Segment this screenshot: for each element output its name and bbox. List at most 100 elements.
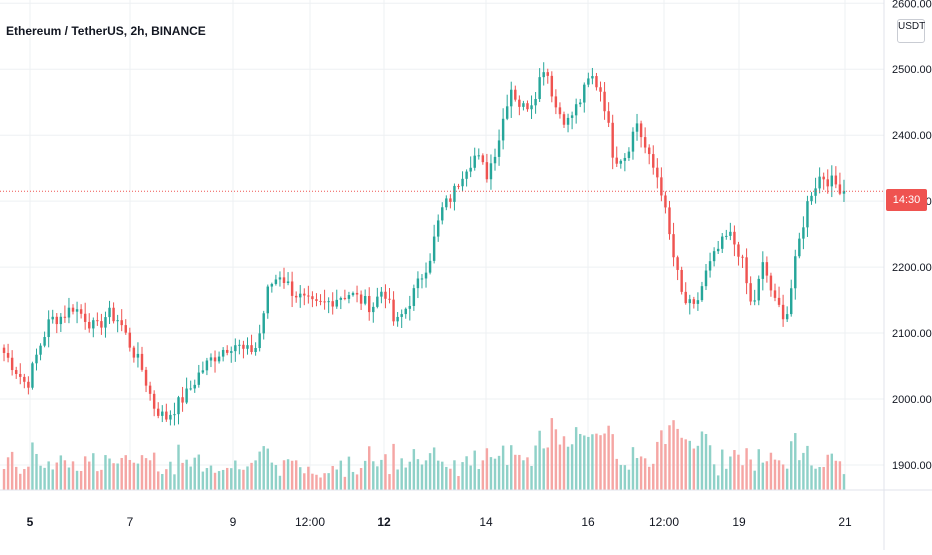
volume-bar [359,468,363,490]
volume-bar [802,452,805,490]
candle-body [185,388,188,403]
volume-bar [631,447,635,490]
candle-body [716,248,720,252]
candle-body [67,307,71,318]
volume-bar [39,465,42,490]
candle-body [627,151,631,158]
candle-body [225,349,229,353]
volume-bar [725,468,728,490]
candle-body [607,111,610,123]
candle-body [436,220,440,237]
volume-bar [526,457,529,490]
candle-body [136,353,140,358]
candle-body [834,175,838,185]
volume-bar [388,474,391,490]
volume-bar [745,448,748,490]
candle-body [71,307,75,312]
volume-bar [303,473,306,490]
volume-bar [639,456,643,490]
volume-bar [424,460,428,490]
candle-body [258,333,261,349]
candle-body [733,231,736,245]
volume-bar [538,430,541,490]
currency-badge[interactable]: USDT [897,19,925,43]
volume-bar [838,461,842,490]
volume-bar [225,467,229,490]
volume-bar [51,469,54,490]
volume-bar [242,469,245,490]
candle-body [392,299,395,322]
time-tick-label: 12 [377,515,391,529]
candle-body [725,235,728,237]
price-axis[interactable]: 1900.002000.002100.002200.002300.002400.… [892,0,932,472]
volume-bar [550,418,554,490]
candle-body [550,75,554,97]
volume-bar [136,463,140,490]
volume-bar [71,461,75,490]
candle-body [505,106,509,119]
candle-body [242,344,245,349]
volume-bar [465,456,468,490]
candle-body [104,317,107,328]
volume-bar [676,428,679,490]
candle-body [339,297,343,300]
volume-bar [493,458,497,490]
candle-body [148,385,152,394]
candle-body [652,154,655,168]
volume-bar [144,458,148,490]
candle-body [518,99,521,107]
volume-bar [623,465,627,490]
volume-bar [116,463,119,490]
candle-body [704,270,708,287]
candle-body [595,76,598,88]
volume-bar [449,468,452,490]
candle-body [583,84,586,103]
volume-bar [810,465,813,490]
candle-body [2,347,6,353]
volume-bar [193,457,196,490]
volume-bar [404,467,407,490]
volume-bar [700,431,704,490]
volume-bar [181,462,184,490]
volume-bar [315,474,318,490]
candle-body [278,277,282,280]
volume-bar [408,461,412,490]
time-axis[interactable]: 5 7 9 12:00 12 14 16 12:00 19 21 [27,515,852,529]
volume-bar [104,455,107,490]
candle-body [6,352,10,358]
candle-body [88,321,91,329]
candle-body [631,131,635,152]
volume-bar [63,460,67,490]
candle-body [189,388,192,390]
candle-body [221,349,225,357]
candle-body [643,137,647,148]
volume-bar [530,465,533,490]
volume-bar [416,459,420,490]
volume-bar [165,469,168,490]
candle-body [311,296,314,300]
candle-body [234,345,237,352]
volume-bar [826,454,829,490]
volume-bar [696,445,700,490]
candle-body [802,227,805,239]
candle-body [615,157,618,164]
volume-bar [43,467,46,490]
candle-body [363,295,367,304]
candle-body [741,256,744,258]
candle-body [27,381,30,388]
candle-body [753,300,756,302]
volume-bar [514,454,517,490]
volume-bar [55,462,58,490]
candle-body [250,345,253,352]
volume-bar [818,466,821,490]
volume-bar [108,458,111,490]
candle-body [619,160,623,164]
time-tick-label: 21 [838,515,852,529]
candle-body [372,306,375,313]
volume-bar [197,454,201,490]
candle-body [676,257,679,270]
volume-bar [583,435,586,490]
volume-bar [607,425,610,490]
